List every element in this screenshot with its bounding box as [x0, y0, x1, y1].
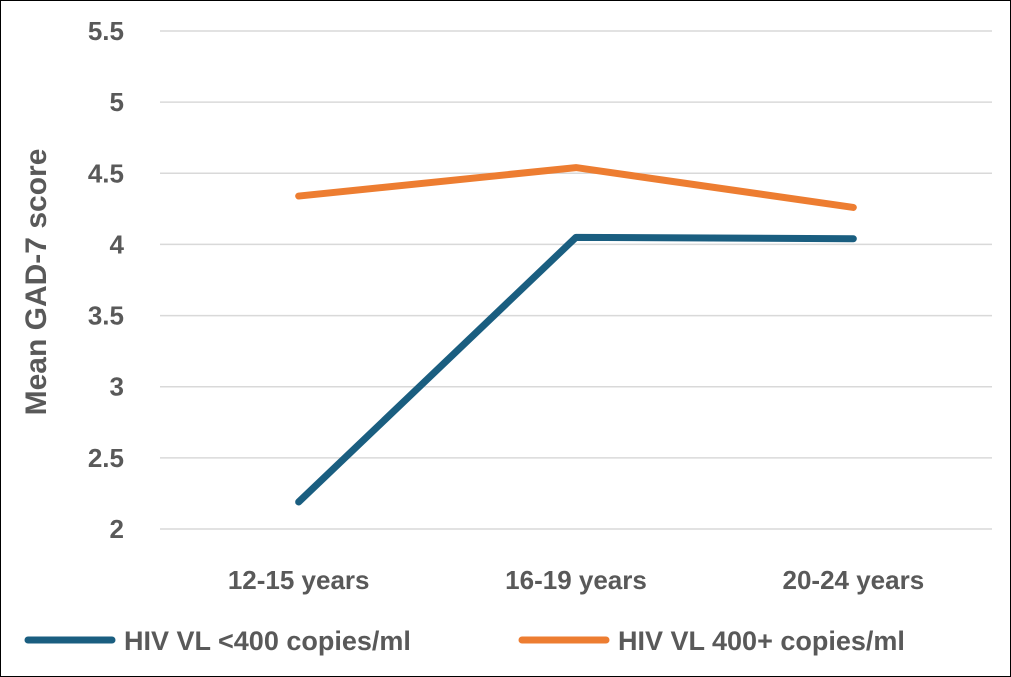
series-line-1 — [295, 233, 857, 506]
y-tick-label: 4 — [110, 229, 125, 259]
data-point — [298, 501, 300, 503]
legend-label: HIV VL 400+ copies/ml — [618, 626, 905, 656]
y-tick-label: 3.5 — [88, 301, 124, 331]
y-tick-label: 5 — [110, 87, 124, 117]
x-category-label: 20-24 years — [782, 565, 924, 595]
legend: HIV VL <400 copies/ml HIV VL 400+ copies/… — [24, 626, 905, 656]
y-tick-label: 3 — [110, 372, 124, 402]
data-point — [852, 238, 854, 240]
gridlines — [160, 30, 992, 530]
y-tick-label: 2 — [110, 514, 124, 544]
x-axis-categories: 12-15 years 16-19 years 20-24 years — [228, 565, 924, 595]
y-tick-label: 4.5 — [88, 158, 124, 188]
x-category-label: 12-15 years — [228, 565, 370, 595]
series-lines — [295, 164, 857, 506]
data-point — [575, 236, 577, 238]
legend-label: HIV VL <400 copies/ml — [124, 626, 411, 656]
y-tick-label: 2.5 — [88, 443, 124, 473]
data-point — [298, 195, 300, 197]
y-axis-ticks: 2 2.5 3 3.5 4 4.5 5 5.5 — [88, 16, 125, 544]
y-axis-label: Mean GAD-7 score — [20, 149, 53, 416]
x-category-label: 16-19 years — [505, 565, 647, 595]
data-point — [852, 206, 854, 208]
y-tick-label: 5.5 — [88, 16, 124, 46]
data-point — [575, 167, 577, 169]
